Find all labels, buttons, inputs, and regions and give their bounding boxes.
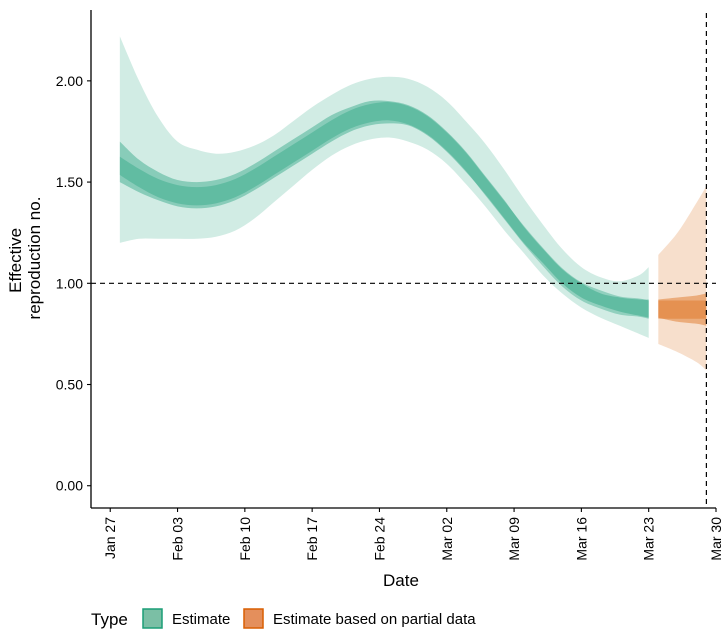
estimate-ci50-band: [119, 100, 649, 318]
legend-label-estimate: Estimate: [172, 611, 230, 628]
y-axis-title-line-2: reproduction no.: [25, 197, 44, 320]
x-tick-label: Feb 17: [304, 517, 320, 561]
partial-median-band: [658, 300, 707, 319]
plot-bands: [119, 36, 707, 371]
y-axis-title-line-1: Effective: [6, 228, 25, 293]
legend: Type Estimate Estimate based on partial …: [91, 608, 476, 629]
axes: 0.00 0.50 1.00 1.50 2.00 Jan 27 Feb 03 Feb 10 Fe…: [56, 10, 721, 561]
x-tick-label: Jan 27: [102, 517, 118, 559]
reference-lines: [91, 13, 716, 508]
partial-ci50-band: [658, 293, 707, 326]
legend-title: Type: [91, 610, 128, 629]
x-tick-label: Mar 09: [506, 517, 522, 561]
estimate-median-band: [119, 102, 649, 319]
y-axis-title: Effective reproduction no.: [6, 197, 44, 320]
x-tick-label: Feb 10: [237, 517, 253, 561]
y-tick-label: 0.50: [56, 377, 83, 393]
y-tick-label: 1.00: [56, 275, 83, 291]
x-tick-label: Mar 02: [439, 517, 455, 561]
legend-label-partial: Estimate based on partial data: [273, 611, 476, 628]
x-tick-label: Mar 16: [573, 517, 589, 561]
estimate-ci90-band: [119, 36, 649, 338]
legend-swatch-estimate: [142, 608, 163, 629]
x-tick-label: Feb 24: [372, 517, 388, 561]
x-tick-label: Mar 30: [708, 517, 721, 561]
x-tick-label: Mar 23: [641, 517, 657, 561]
x-axis-title: Date: [383, 571, 419, 590]
y-tick-label: 1.50: [56, 174, 83, 190]
partial-ci90-band: [658, 186, 707, 371]
legend-swatch-partial: [243, 608, 264, 629]
x-tick-label: Feb 03: [170, 517, 186, 561]
y-tick-label: 0.00: [56, 478, 83, 494]
y-tick-label: 2.00: [56, 73, 83, 89]
